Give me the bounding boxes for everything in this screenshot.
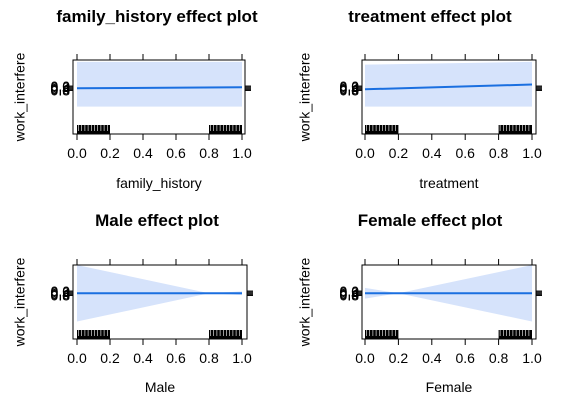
x-tick-label: 0.0	[67, 350, 87, 366]
y-tick-label: 0.0	[340, 283, 360, 299]
plot-border	[361, 264, 537, 340]
plot-area	[77, 265, 242, 339]
rug-cluster	[498, 330, 532, 339]
y-tick-label: 0.4	[51, 285, 71, 301]
x-tick-label: 1.0	[232, 145, 252, 161]
y-tick-label: 0.8	[51, 82, 71, 98]
panel-title: family_history effect plot	[56, 7, 258, 26]
rug-cluster	[365, 125, 399, 134]
rug-cluster	[209, 330, 242, 339]
x-tick-label: 0.0	[355, 145, 375, 161]
y-tick-label: 0.6	[340, 286, 360, 302]
x-axis-label: Male	[145, 379, 176, 395]
plot-area	[76, 61, 243, 134]
effect-line	[364, 83, 533, 91]
x-tick-label: 1.0	[232, 350, 252, 366]
y-tick-label: 0.6	[51, 286, 71, 302]
x-tick-label: 0.4	[133, 145, 153, 161]
panel-title: treatment effect plot	[348, 7, 512, 26]
confidence-band	[77, 61, 242, 107]
y-axis-label: work_interfere	[12, 257, 28, 347]
plot-area	[364, 61, 533, 134]
y-tick-label: 0.8	[51, 287, 71, 303]
effect-panel-2: treatment effect plot work_interferetreat…	[297, 7, 542, 191]
y-tick-label: 0.2	[51, 284, 71, 300]
rug-marks	[77, 330, 242, 339]
x-tick-label: 0.6	[166, 145, 186, 161]
plot-area	[365, 265, 532, 339]
x-tick-label: 0.6	[166, 350, 186, 366]
rug-marks	[77, 125, 242, 134]
x-axis-label: Female	[426, 379, 473, 395]
x-tick-label: 0.8	[489, 145, 509, 161]
x-axis-label: treatment	[419, 175, 478, 191]
x-tick-label: 0.4	[422, 350, 442, 366]
y-tick-label: 0.0	[51, 283, 71, 299]
rug-cluster	[498, 125, 532, 134]
x-tick-label: 0.2	[389, 350, 409, 366]
x-tick-label: 0.4	[133, 350, 153, 366]
confidence-band	[365, 61, 532, 107]
effect-panel-4: Female effect plot work_interfere Female 0.…	[297, 211, 542, 395]
y-tick-label: 0.4	[340, 285, 360, 301]
x-tick-label: 0.2	[100, 350, 120, 366]
plot-border	[72, 59, 246, 135]
rug-cluster	[365, 330, 399, 339]
rug-cluster	[77, 125, 110, 134]
y-tick-label: 0.2	[340, 79, 360, 95]
y-tick-label: 0.6	[340, 81, 360, 97]
plot-border	[361, 59, 537, 135]
x-tick-label: 0.0	[355, 350, 375, 366]
y-tick-label: 0.8	[340, 82, 360, 98]
y-tick-label: 0.0	[51, 78, 71, 94]
x-tick-label: 0.4	[422, 145, 442, 161]
x-tick-label: 0.8	[489, 350, 509, 366]
y-tick-label: 0.4	[340, 80, 360, 96]
y-axis-label: work_interfere	[12, 52, 28, 142]
plot-border	[72, 264, 248, 340]
rug-cluster	[77, 330, 110, 339]
x-tick-label: 1.0	[522, 145, 542, 161]
y-tick-label: 0.2	[340, 284, 360, 300]
y-tick-label: 0.2	[51, 79, 71, 95]
effect-line	[76, 86, 243, 90]
x-tick-label: 1.0	[522, 350, 542, 366]
x-tick-label: 0.8	[199, 350, 219, 366]
y-axis-label: work_interfere	[297, 257, 313, 347]
y-tick-label: 0.6	[51, 81, 71, 97]
rug-marks	[365, 125, 532, 134]
effect-panel-1: family_history effect plot work_interfere…	[12, 7, 258, 191]
x-tick-label: 0.2	[389, 145, 409, 161]
x-tick-label: 0.2	[100, 145, 120, 161]
panel-title: Male effect plot	[95, 211, 219, 230]
x-tick-label: 0.6	[455, 145, 475, 161]
panel-title: Female effect plot	[358, 211, 503, 230]
rug-cluster	[209, 125, 242, 134]
rug-marks	[365, 330, 532, 339]
y-tick-label: 0.8	[340, 287, 360, 303]
x-tick-label: 0.0	[67, 145, 87, 161]
y-axis-label: work_interfere	[297, 52, 313, 142]
x-axis-label: family_history	[116, 175, 202, 191]
y-tick-label: 0.0	[340, 78, 360, 94]
x-tick-label: 0.6	[455, 350, 475, 366]
x-tick-label: 0.8	[199, 145, 219, 161]
y-tick-label: 0.4	[51, 80, 71, 96]
